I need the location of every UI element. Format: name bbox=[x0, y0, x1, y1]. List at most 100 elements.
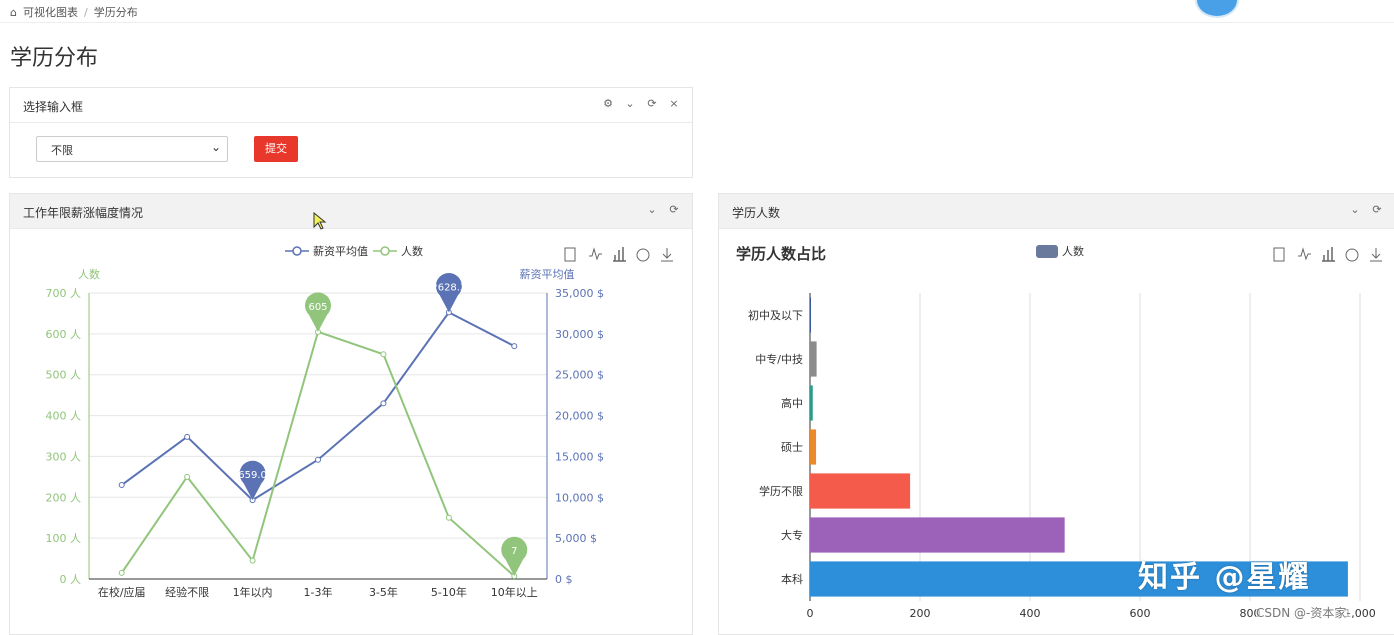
left-y-tick-label: 200 人 bbox=[46, 491, 82, 504]
close-icon[interactable]: × bbox=[669, 97, 679, 110]
series-line bbox=[120, 330, 515, 577]
bar bbox=[810, 429, 817, 465]
y-tick-label: 大专 bbox=[781, 528, 803, 542]
restore-icon bbox=[1345, 248, 1359, 262]
left-y-tick-label: 700 人 bbox=[46, 287, 82, 300]
box-tools: ⚙ ⌄ ⟳ × bbox=[602, 97, 680, 110]
left-chart-panel: 工作年限薪涨幅度情况 ⌄ ⟳ bbox=[9, 193, 693, 635]
right-panel-title: 学历人数 bbox=[732, 206, 781, 220]
marker-label: 32628.38 bbox=[425, 282, 473, 293]
left-panel-title: 工作年限薪涨幅度情况 bbox=[23, 206, 144, 220]
left-y-tick-label: 100 人 bbox=[46, 532, 82, 545]
save-image-icon bbox=[1370, 248, 1382, 262]
refresh-icon[interactable]: ⟳ bbox=[647, 97, 657, 110]
legend-label: 薪资平均值 bbox=[313, 245, 368, 258]
left-y-tick-label: 0 人 bbox=[60, 573, 82, 586]
legend-label: 人数 bbox=[401, 245, 423, 258]
line-chart-icon bbox=[589, 247, 602, 261]
legend-symbol bbox=[292, 246, 302, 256]
x-tick-label: 5-10年 bbox=[431, 585, 467, 599]
data-view-icon bbox=[564, 247, 576, 262]
data-point bbox=[118, 482, 125, 489]
marker-pin bbox=[239, 460, 266, 501]
x-tick-label: 10年以上 bbox=[491, 585, 538, 599]
legend-label: 人数 bbox=[1062, 245, 1084, 258]
marker-pin bbox=[501, 536, 528, 577]
box-tools: ⌄ ⟳ bbox=[646, 203, 680, 216]
chart-title: 学历人数占比 bbox=[736, 245, 826, 263]
watermark: 知乎 @星耀 bbox=[1138, 560, 1311, 595]
submit-button[interactable]: 提交 bbox=[254, 136, 298, 162]
refresh-icon[interactable]: ⟳ bbox=[669, 203, 679, 216]
right-y-tick-label: 35,000 $ bbox=[555, 287, 604, 300]
bar bbox=[810, 385, 813, 421]
marker-pin bbox=[435, 272, 462, 313]
avatar[interactable] bbox=[1195, 0, 1239, 18]
y-tick-label: 高中 bbox=[781, 396, 803, 410]
filter-box-header: 选择输入框 ⚙ ⌄ ⟳ × bbox=[10, 88, 692, 123]
right-y-tick-label: 0 $ bbox=[555, 573, 573, 586]
home-icon[interactable]: ⌂ bbox=[10, 5, 17, 19]
box-tools: ⌄ ⟳ bbox=[1349, 203, 1383, 216]
data-point bbox=[184, 433, 191, 440]
data-point bbox=[184, 473, 191, 480]
bar-chart-icon bbox=[613, 247, 626, 262]
salary-line-chart: 0 人 100 人 200 人 300 人 400 人 500 人 600 人 700 人 0 … bbox=[46, 245, 673, 599]
x-tick-label: 在校/应届 bbox=[98, 585, 146, 599]
breadcrumb-current: 学历分布 bbox=[93, 6, 138, 19]
chevron-down-icon[interactable]: ⌄ bbox=[625, 97, 635, 110]
y-tick-label: 初中及以下 bbox=[748, 308, 803, 322]
right-chart-panel: 学历人数 ⌄ ⟳ bbox=[718, 193, 1394, 635]
chevron-down-icon: ⌄ bbox=[210, 140, 221, 154]
data-point bbox=[380, 400, 387, 407]
bar-chart-icon bbox=[1322, 247, 1335, 262]
gear-icon[interactable]: ⚙ bbox=[603, 97, 613, 110]
y-tick-label: 中专/中技 bbox=[755, 352, 803, 366]
right-y-axis-label: 薪资平均值 bbox=[520, 268, 575, 281]
left-y-axis-label: 人数 bbox=[78, 268, 100, 281]
page-title: 学历分布 bbox=[10, 46, 99, 71]
bar bbox=[810, 297, 811, 333]
right-y-tick-label: 5,000 $ bbox=[555, 532, 597, 545]
top-bar: ⌂ 可视化图表 / 学历分布 bbox=[0, 0, 1394, 23]
legend-symbol bbox=[1036, 245, 1058, 258]
legend-symbol bbox=[380, 246, 390, 256]
data-point bbox=[315, 456, 321, 463]
y-tick-label: 学历不限 bbox=[759, 484, 803, 498]
education-select[interactable]: 不限 ⌄ bbox=[36, 136, 228, 162]
breadcrumb-home-link[interactable]: 可视化图表 bbox=[22, 6, 78, 19]
left-y-tick-label: 300 人 bbox=[46, 450, 82, 463]
series-line bbox=[121, 311, 515, 502]
data-point bbox=[249, 557, 256, 564]
left-y-tick-label: 400 人 bbox=[46, 410, 82, 423]
x-tick-label: 200 bbox=[910, 607, 931, 620]
line-chart-icon bbox=[1298, 247, 1311, 261]
right-y-tick-label: 30,000 $ bbox=[555, 328, 604, 341]
right-y-tick-label: 20,000 $ bbox=[555, 410, 604, 423]
left-y-tick-label: 500 人 bbox=[46, 369, 82, 382]
marker-label: 7 bbox=[511, 546, 517, 557]
mouse-cursor-icon bbox=[313, 212, 327, 230]
filter-box-title: 选择输入框 bbox=[23, 100, 84, 114]
chevron-down-icon[interactable]: ⌄ bbox=[1350, 203, 1360, 216]
filter-box: 选择输入框 ⚙ ⌄ ⟳ × 不限 ⌄ 提交 bbox=[9, 87, 693, 178]
breadcrumb: ⌂ 可视化图表 / 学历分布 bbox=[10, 4, 138, 20]
marker-label: 605 bbox=[308, 302, 327, 313]
education-bar-chart: 学历人数占比 0 200 400 600 800 1,000 初中及以下中专/中技高中硕士学历… bbox=[736, 245, 1382, 620]
data-view-icon bbox=[1273, 247, 1285, 262]
data-point bbox=[511, 343, 518, 350]
bar bbox=[810, 473, 911, 509]
refresh-icon[interactable]: ⟳ bbox=[1372, 203, 1382, 216]
left-y-tick-label: 600 人 bbox=[46, 328, 82, 341]
x-tick-label: 0 bbox=[807, 607, 814, 620]
x-tick-label: 1年以内 bbox=[233, 585, 273, 599]
right-y-tick-label: 25,000 $ bbox=[555, 369, 604, 382]
x-tick-label: 3-5年 bbox=[369, 585, 398, 599]
x-tick-label: 1-3年 bbox=[304, 585, 333, 599]
x-tick-label: 600 bbox=[1130, 607, 1151, 620]
chevron-down-icon[interactable]: ⌄ bbox=[647, 203, 657, 216]
x-tick-label: 800 bbox=[1240, 607, 1261, 620]
csdn-watermark: CSDN @-资本家- bbox=[1256, 604, 1351, 621]
x-tick-label: 400 bbox=[1020, 607, 1041, 620]
left-panel-header: 工作年限薪涨幅度情况 ⌄ ⟳ bbox=[10, 194, 692, 229]
